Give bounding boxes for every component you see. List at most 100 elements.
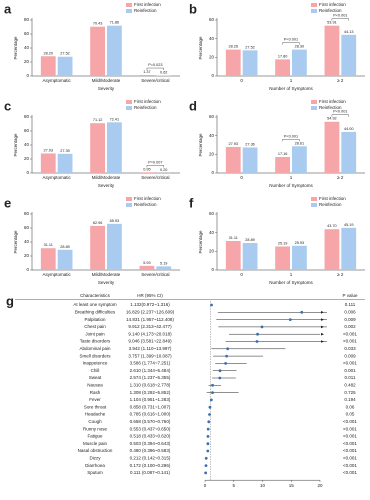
x-axis-label: Number of Symptoms — [269, 183, 313, 188]
bar — [242, 50, 258, 76]
x-tick-label: 5 — [232, 483, 235, 488]
bar — [156, 266, 172, 270]
x-tick-label: Asymptomatic — [43, 272, 72, 277]
p-value-label: <0.001 — [343, 441, 357, 446]
x-tick-label: Mild/Moderate — [92, 272, 121, 277]
legend-label: Reinfection — [319, 8, 342, 13]
bar — [57, 249, 73, 270]
hazard-ratio-point — [211, 391, 214, 394]
forest-plot — [204, 303, 327, 475]
hazard-ratio-point — [206, 449, 210, 453]
hazard-ratio-point — [204, 471, 208, 475]
value-label: 72.41 — [110, 117, 120, 121]
row-label: Fever — [89, 397, 101, 402]
row-label: Abdominal pain — [79, 346, 111, 351]
value-label: 28.20 — [44, 51, 54, 55]
value-label: 31.11 — [229, 236, 238, 240]
row-label: Rash — [90, 390, 101, 395]
y-axis-label: Percentage — [13, 36, 18, 60]
hr-label: 3.757 (1.399~10.087) — [128, 353, 172, 358]
legend-label: Reinfection — [319, 105, 342, 110]
hr-label: 0.518 (0.433~0.620) — [130, 434, 171, 439]
p-value-label: <0.001 — [343, 455, 357, 460]
y-axis-label: Percentage — [198, 230, 203, 254]
y-tick-label: 0 — [211, 267, 214, 272]
row-label: Muscle pain — [83, 441, 108, 446]
y-tick-label: 60 — [209, 211, 215, 216]
y-tick-label: 0 — [26, 170, 29, 175]
legend-swatch — [311, 100, 317, 104]
hazard-ratio-point — [206, 427, 210, 431]
p-value-annotation: P<0.001 — [284, 38, 298, 42]
column-header: P value — [343, 293, 358, 298]
ci-arrow — [321, 332, 324, 336]
row-label: Palpitation — [84, 317, 106, 322]
ci-arrow — [321, 325, 324, 329]
bar — [40, 153, 56, 173]
bar — [292, 146, 307, 173]
y-tick-label: 40 — [24, 142, 30, 147]
legend-swatch — [311, 9, 317, 13]
y-tick-label: 80 — [24, 211, 30, 216]
legend-swatch — [311, 106, 317, 110]
y-axis-label: Percentage — [198, 36, 203, 60]
y-tick-label: 60 — [209, 114, 215, 119]
value-label: 0.95 — [143, 167, 150, 171]
panel-letter: f — [189, 195, 194, 210]
hazard-ratio-point — [218, 369, 222, 373]
x-tick-label: 0 — [240, 78, 243, 83]
hazard-ratio-point — [206, 442, 210, 446]
value-label: 27.52 — [60, 52, 70, 56]
p-value-label: <0.001 — [343, 331, 357, 336]
legend-swatch — [126, 197, 132, 201]
panel-letter: g — [6, 293, 14, 308]
hr-label: 0.480 (0.396~0.583) — [130, 448, 171, 453]
row-label: Fatigue — [87, 434, 103, 439]
significance-bracket — [146, 67, 164, 71]
x-tick-label: 1 — [290, 175, 293, 180]
bar — [292, 245, 307, 270]
hr-label: 3.942 (1.110~13.997) — [129, 346, 172, 351]
value-label: 25.19 — [278, 241, 288, 245]
hr-label: 1.132(0.972~1.316) — [130, 302, 170, 307]
hazard-ratio-point — [211, 383, 214, 387]
hr-label: 1.308 (0.292~5.852) — [130, 390, 171, 395]
hr-label: 0.858 (0.731~1.007) — [130, 404, 171, 409]
hazard-ratio-point — [208, 413, 211, 416]
legend-label: First infection — [319, 196, 346, 201]
hazard-ratio-point — [288, 318, 292, 321]
hazard-ratio-point — [225, 354, 229, 358]
value-label: 17.80 — [278, 54, 288, 58]
legend-label: First infection — [134, 2, 161, 7]
x-tick-label: ≥ 2 — [337, 78, 344, 83]
value-label: 44.00 — [344, 127, 354, 131]
bar — [292, 49, 307, 76]
bar — [324, 25, 340, 77]
x-axis-label: Severity — [98, 280, 115, 285]
hazard-ratio-point — [256, 332, 259, 336]
value-label: 25.93 — [295, 241, 305, 245]
y-tick-label: 80 — [24, 114, 30, 119]
p-value-label: 0.06 — [346, 404, 355, 409]
p-value-label: 0.194 — [344, 397, 356, 402]
x-tick-label: Severe/critical — [141, 78, 169, 83]
panel-letter: c — [4, 98, 11, 113]
bar — [225, 240, 241, 270]
value-label: 45.19 — [344, 223, 354, 227]
p-value-label: 0.033 — [344, 346, 356, 351]
p-value-label: 0.009 — [344, 353, 356, 358]
y-tick-label: 40 — [209, 36, 215, 41]
row-label: At least one symptom — [73, 302, 117, 307]
hr-label: 9.140 (4.173~20.018) — [128, 331, 172, 336]
value-label: 71.12 — [93, 118, 103, 122]
x-axis-label: Number of Symptoms — [269, 280, 313, 285]
y-tick-label: 20 — [24, 253, 30, 258]
y-tick-label: 80 — [24, 17, 30, 22]
y-tick-label: 20 — [24, 156, 30, 161]
hr-label: 0.212 (0.142~0.315) — [130, 455, 171, 460]
x-tick-label: Severe/critical — [141, 175, 169, 180]
y-tick-label: 20 — [24, 59, 30, 64]
x-tick-label: Severe/critical — [141, 272, 169, 277]
p-value-annotation: P<0.001 — [284, 134, 298, 138]
